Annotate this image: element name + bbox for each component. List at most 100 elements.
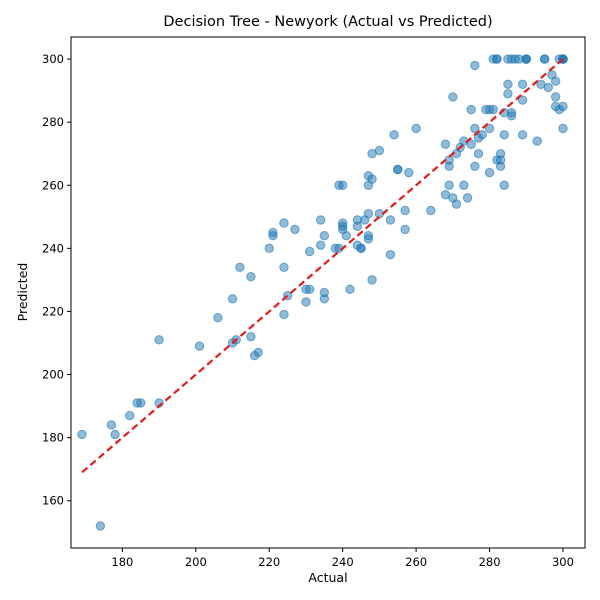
y-tick-label: 220 — [42, 304, 64, 318]
data-point — [503, 89, 513, 99]
data-point — [470, 60, 480, 71]
data-point — [400, 205, 410, 216]
x-tick-label: 280 — [479, 555, 501, 569]
data-point — [213, 313, 223, 323]
data-point — [506, 108, 517, 118]
data-point — [539, 54, 550, 64]
data-point — [462, 193, 473, 203]
data-point — [315, 215, 326, 225]
data-point — [268, 227, 278, 238]
y-tick-label: 240 — [42, 241, 64, 255]
data-point — [389, 130, 399, 140]
data-point — [319, 231, 330, 241]
y-tick-label: 260 — [42, 178, 64, 192]
data-point — [484, 123, 495, 134]
data-point — [363, 234, 374, 244]
data-point — [550, 92, 561, 102]
data-point — [470, 123, 480, 134]
data-point — [154, 335, 164, 345]
data-point — [517, 130, 528, 140]
x-axis-label: Actual — [308, 570, 347, 585]
data-point — [110, 429, 120, 440]
data-point — [558, 123, 568, 134]
data-point — [470, 161, 480, 172]
data-point — [304, 246, 315, 257]
data-point — [246, 272, 256, 282]
reference-line — [81, 58, 564, 474]
y-axis-ticks: 160 180 200 220 240 260 280 300 — [42, 52, 71, 508]
data-point — [477, 130, 487, 140]
data-point — [77, 429, 87, 440]
data-point — [426, 205, 436, 216]
data-point — [279, 309, 289, 320]
x-tick-label: 240 — [332, 555, 354, 569]
data-point — [517, 79, 528, 90]
data-point — [363, 208, 374, 219]
data-point — [448, 92, 458, 102]
data-point — [451, 199, 462, 209]
data-point — [367, 275, 377, 285]
x-axis-ticks: 180 200 220 240 260 280 300 — [111, 548, 574, 569]
data-point — [484, 167, 495, 178]
data-point — [400, 224, 410, 235]
data-point — [558, 101, 568, 112]
data-point — [246, 331, 256, 342]
y-tick-label: 160 — [42, 494, 64, 508]
data-point — [235, 262, 245, 272]
data-point — [492, 54, 502, 64]
data-point — [466, 104, 476, 115]
data-point — [459, 180, 469, 190]
data-point — [125, 410, 135, 421]
data-point — [532, 136, 542, 146]
data-point — [352, 221, 363, 231]
data-point — [473, 149, 484, 159]
y-tick-label: 280 — [42, 115, 64, 129]
data-point — [106, 420, 117, 430]
plot-frame — [70, 36, 586, 549]
data-point — [136, 398, 146, 408]
data-point — [374, 145, 385, 156]
y-tick-label: 180 — [42, 431, 64, 445]
data-point — [499, 180, 509, 190]
data-point — [337, 180, 348, 190]
data-points — [77, 54, 568, 531]
data-point — [279, 218, 289, 228]
x-tick-label: 220 — [258, 555, 280, 569]
data-point — [488, 104, 498, 115]
reference-line-layer — [81, 58, 564, 474]
x-tick-label: 260 — [405, 555, 427, 569]
data-point — [499, 130, 509, 140]
data-point — [264, 243, 274, 254]
data-point — [356, 243, 366, 254]
x-tick-label: 180 — [111, 555, 133, 569]
data-point — [290, 224, 300, 235]
data-point — [503, 79, 513, 90]
data-point — [517, 95, 528, 105]
chart-title: Decision Tree - Newyork (Actual vs Predi… — [163, 14, 492, 30]
data-point — [495, 161, 506, 172]
data-point — [345, 284, 355, 295]
data-point — [341, 231, 352, 241]
data-point — [385, 249, 396, 260]
data-point — [466, 139, 476, 149]
data-point — [550, 76, 561, 86]
data-point — [543, 82, 553, 93]
data-point — [315, 240, 326, 250]
data-point — [95, 521, 106, 531]
data-point — [319, 287, 330, 298]
data-point — [279, 262, 289, 272]
data-point — [495, 149, 506, 159]
x-tick-label: 300 — [552, 555, 574, 569]
y-tick-label: 200 — [42, 368, 64, 382]
y-axis-label: Predicted — [15, 263, 30, 322]
y-tick-label: 300 — [42, 52, 64, 66]
data-point — [411, 123, 421, 134]
data-point — [521, 54, 531, 64]
data-point — [393, 164, 403, 175]
data-point — [444, 180, 454, 190]
x-tick-label: 200 — [185, 555, 207, 569]
data-point — [227, 294, 238, 304]
data-point — [337, 221, 348, 231]
data-point — [253, 347, 263, 358]
